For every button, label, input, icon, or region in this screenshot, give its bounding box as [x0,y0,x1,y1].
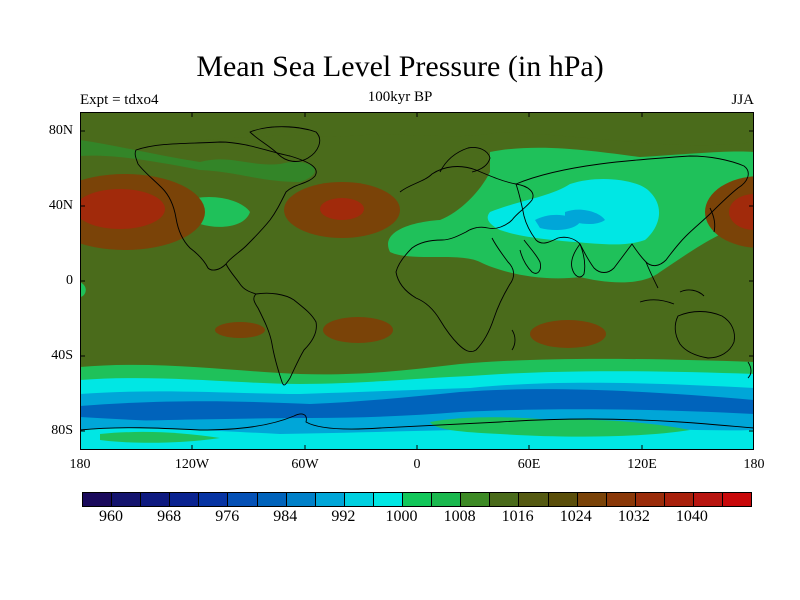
x-tick-label: 120E [627,457,657,472]
contour-s-pacific-high [215,322,265,338]
colorbar-swatch [343,493,373,506]
colorbar-tick-label: 1032 [617,508,650,525]
colorbar-swatch [372,493,403,506]
colorbar-swatch [518,493,548,506]
colorbar-tick-label: 1040 [675,508,708,525]
y-tick-label: 80N [48,123,73,138]
contour-equator-green [80,282,86,297]
pressure-map [80,112,754,450]
colorbar-swatch [198,493,228,506]
x-tick-label: 0 [413,457,421,472]
colorbar-swatch [111,493,141,506]
colorbar-tick-label: 968 [157,508,182,525]
contour-azores-high-inner [320,198,364,220]
colorbar-tick-label: 1008 [443,508,476,525]
colorbar-tick-label: 960 [99,508,124,525]
colorbar-swatch [402,493,432,506]
colorbar-swatch [256,493,286,506]
y-tick-label: 0 [66,273,73,288]
contour-s-atlantic-high [323,317,393,343]
contour-asia-lightblue-2 [565,209,605,225]
colorbar-tick-label: 1024 [559,508,592,525]
colorbar-swatch [431,493,461,506]
season-label: JJA [731,92,754,108]
x-tick-label: 180 [69,457,91,472]
colorbar-swatch [227,493,257,506]
colorbar-swatch [634,493,664,506]
colorbar-swatch [722,493,752,506]
colorbar-tick-label: 984 [273,508,298,525]
colorbar-swatch [140,493,170,506]
contour-npac-high-inner-e [729,194,754,230]
colorbar-tick-label: 976 [215,508,240,525]
x-tick-label: 60E [517,457,541,472]
x-tick-label: 180 [743,457,765,472]
colorbar-swatch [314,493,344,506]
contour-npac-high-inner-w [80,189,165,229]
y-tick-label: 40S [51,348,73,363]
contour-arctic-green [80,112,754,146]
colorbar [82,492,752,507]
colorbar-swatch [83,493,112,506]
contour-s-indian-high [530,320,606,348]
chart-subtitle: 100kyr BP [367,89,433,105]
y-tick-label: 80S [51,423,73,438]
x-tick-label: 60W [291,457,319,472]
colorbar-swatch [169,493,199,506]
colorbar-swatch [692,493,723,506]
colorbar-swatch [605,493,635,506]
colorbar-tick-label: 992 [331,508,356,525]
colorbar-swatch [663,493,693,506]
y-tick-label: 40N [48,198,73,213]
experiment-label: Expt = tdxo4 [80,92,159,108]
coastlines [80,126,754,431]
colorbar-swatch [285,493,315,506]
colorbar-tick-label: 1000 [385,508,418,525]
x-tick-label: 120W [174,457,210,472]
contour-antarctic-green-w [100,431,220,443]
colorbar-swatch [547,493,577,506]
colorbar-tick-label: 1016 [501,508,534,525]
contour-n-atlantic-green [80,140,315,182]
colorbar-swatch [460,493,490,506]
chart-title: Mean Sea Level Pressure (in hPa) [196,50,604,83]
contour-southern-blue [80,389,754,422]
colorbar-swatch [489,493,519,506]
colorbar-swatch [576,493,606,506]
